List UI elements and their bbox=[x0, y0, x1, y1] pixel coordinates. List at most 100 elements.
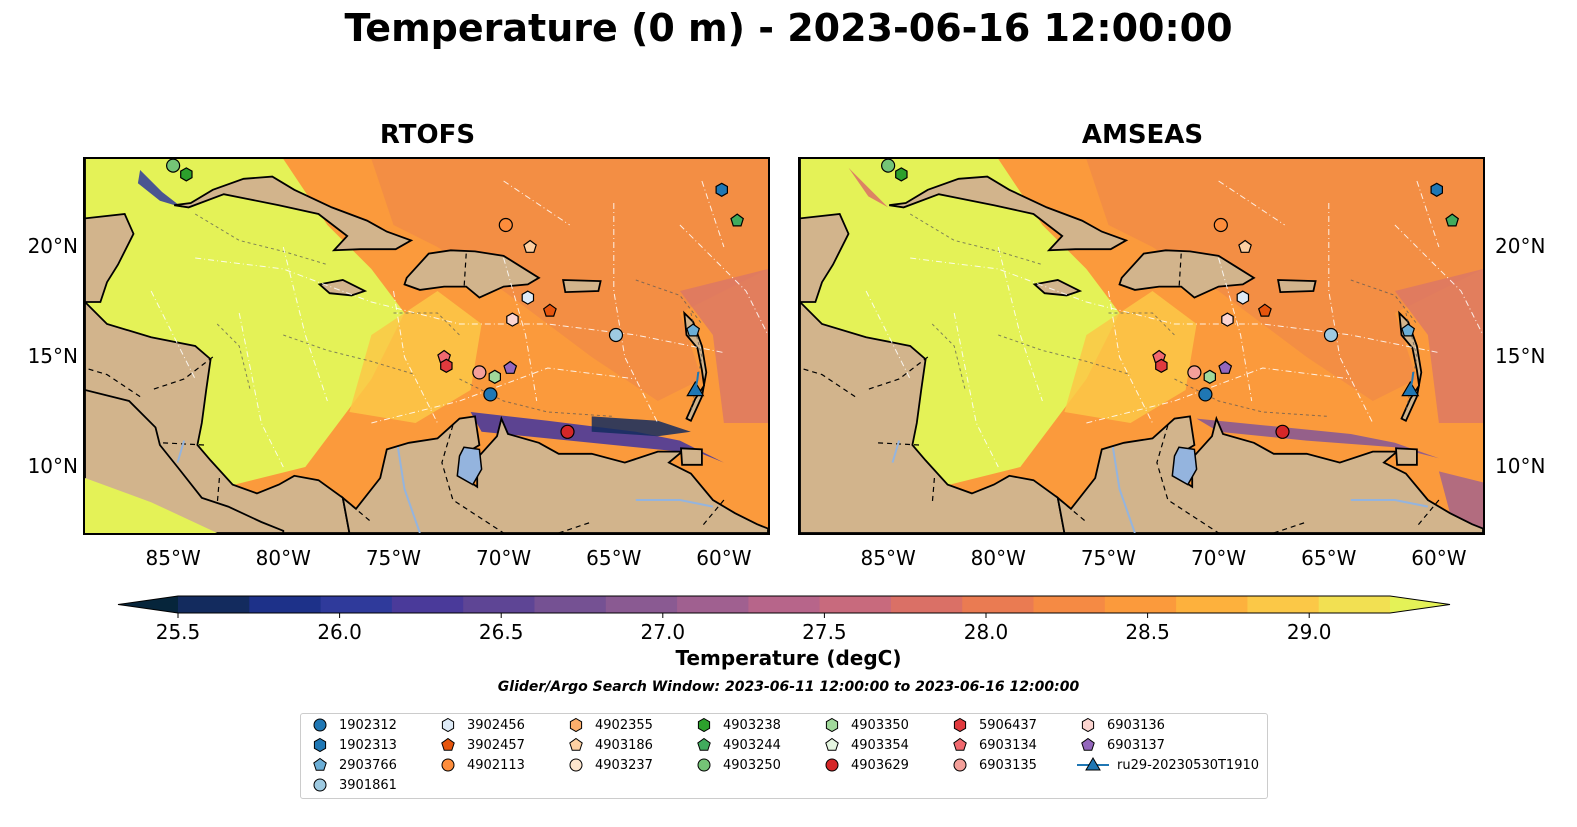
legend-marker-icon bbox=[313, 718, 327, 732]
legend-marker-icon bbox=[441, 758, 455, 772]
legend-label: 3902457 bbox=[467, 737, 525, 753]
land-hispaniola bbox=[403, 249, 541, 299]
lon-tick-label: 60°W bbox=[1411, 546, 1467, 570]
legend-item: 4903350 bbox=[821, 715, 909, 735]
legend-label: 2903766 bbox=[339, 757, 397, 773]
legend-label: 6903136 bbox=[1107, 717, 1165, 733]
legend-label: 4903244 bbox=[723, 737, 781, 753]
lat-tick-label: 20°N bbox=[1495, 234, 1546, 258]
argo-marker-4903629 bbox=[560, 424, 575, 439]
legend-item: 4902113 bbox=[437, 755, 525, 775]
legend-marker-icon bbox=[313, 757, 327, 771]
legend-marker-icon bbox=[569, 758, 583, 772]
legend-item: 6903136 bbox=[1077, 715, 1165, 735]
argo-marker-1902313 bbox=[1430, 182, 1444, 197]
map-panel-amseas bbox=[798, 157, 1485, 535]
legend-item: 4903237 bbox=[565, 755, 653, 775]
argo-marker-6903137 bbox=[503, 360, 518, 374]
legend-item: 4903250 bbox=[693, 755, 781, 775]
colorbar-segment bbox=[962, 596, 1035, 613]
colorbar-segment bbox=[1033, 596, 1106, 613]
argo-marker-4903238 bbox=[895, 167, 908, 182]
lon-tick-label: 70°W bbox=[475, 546, 532, 570]
argo-marker-4903186 bbox=[523, 239, 537, 253]
lat-tick-label: 15°N bbox=[27, 344, 78, 368]
argo-marker-4903186 bbox=[1238, 239, 1252, 253]
colorbar-tick-label: 25.5 bbox=[155, 620, 201, 644]
legend-label: 4902355 bbox=[595, 717, 653, 733]
map-panel-rtofs bbox=[83, 157, 770, 535]
argo-marker-4903238 bbox=[180, 167, 193, 182]
legend-label: 4903250 bbox=[723, 757, 781, 773]
colorbar-segment bbox=[463, 596, 536, 613]
colorbar-tick-label: 27.0 bbox=[640, 620, 686, 644]
legend-item: 4903354 bbox=[821, 735, 909, 755]
argo-marker-6903135 bbox=[472, 365, 487, 380]
legend-item: 6903137 bbox=[1077, 735, 1165, 755]
legend-marker-icon bbox=[313, 778, 327, 792]
colorbar-tick-label: 26.0 bbox=[317, 620, 362, 644]
argo-marker-2903766 bbox=[1401, 323, 1416, 337]
colorbar-segment bbox=[1247, 596, 1320, 613]
argo-marker-3901861 bbox=[1323, 327, 1339, 343]
argo-marker-3902457 bbox=[542, 303, 557, 317]
colorbar-segment bbox=[819, 596, 892, 613]
land-trinidad bbox=[680, 447, 703, 466]
land-puertoRico bbox=[1277, 279, 1317, 294]
legend-marker-icon bbox=[953, 717, 967, 733]
legend-label: 4902113 bbox=[467, 757, 525, 773]
legend-label: 6903137 bbox=[1107, 737, 1165, 753]
colorbar-tick-label: 28.5 bbox=[1125, 620, 1170, 644]
glider-track bbox=[1409, 371, 1415, 391]
argo-marker-1902312 bbox=[483, 387, 498, 402]
land-cuba bbox=[174, 175, 414, 252]
argo-marker-6903135 bbox=[1187, 365, 1202, 380]
argo-marker-4902113 bbox=[498, 217, 513, 233]
land-jamaica bbox=[317, 279, 368, 297]
colorbar-segment bbox=[890, 596, 963, 613]
colorbar-segment bbox=[748, 596, 821, 613]
argo-marker-5906437 bbox=[440, 358, 453, 373]
lon-tick-label: 80°W bbox=[255, 546, 311, 570]
legend-marker-icon bbox=[953, 758, 967, 772]
argo-marker-4903250 bbox=[166, 159, 181, 173]
legend-marker-icon bbox=[441, 737, 455, 751]
map-canvas bbox=[800, 159, 1483, 533]
legend-marker-icon bbox=[1081, 717, 1095, 733]
argo-marker-5906437 bbox=[1155, 358, 1168, 373]
legend-marker-icon bbox=[825, 737, 839, 751]
legend-marker-icon bbox=[697, 758, 711, 772]
legend-marker-icon bbox=[825, 758, 839, 772]
legend-label: 4903354 bbox=[851, 737, 909, 753]
argo-marker-3902456 bbox=[1236, 290, 1250, 305]
lon-tick-label: 85°W bbox=[145, 546, 201, 570]
land-trinidad bbox=[1395, 447, 1418, 466]
legend-marker-icon bbox=[697, 717, 711, 733]
platform-legend: 1902312 1902313 2903766 3901861 3902456 39024… bbox=[300, 713, 1268, 799]
argo-marker-1902313 bbox=[715, 182, 729, 197]
argo-marker-3902457 bbox=[1257, 303, 1272, 317]
lon-tick-label: 65°W bbox=[1301, 546, 1357, 570]
panel-title-amseas: AMSEAS bbox=[1081, 120, 1204, 150]
legend-item: 2903766 bbox=[309, 755, 397, 775]
lake-maracaibo bbox=[1171, 446, 1198, 486]
land-jamaica bbox=[1032, 279, 1083, 297]
colorbar-segment bbox=[605, 596, 678, 613]
legend-label: 4903629 bbox=[851, 757, 909, 773]
argo-marker-3901861 bbox=[608, 327, 624, 343]
lon-tick-label: 65°W bbox=[586, 546, 642, 570]
legend-item: 4903629 bbox=[821, 755, 909, 775]
legend-label: 4903350 bbox=[851, 717, 909, 733]
colorbar-segment bbox=[249, 596, 322, 613]
legend-marker-icon bbox=[441, 717, 455, 733]
lat-tick-label: 10°N bbox=[1495, 454, 1546, 478]
land-yucatan bbox=[800, 213, 850, 303]
lon-tick-label: 60°W bbox=[696, 546, 752, 570]
colorbar-segment bbox=[391, 596, 464, 613]
legend-marker-icon bbox=[1077, 757, 1109, 771]
land-yucatan bbox=[85, 213, 135, 303]
argo-marker-4903244 bbox=[1445, 213, 1460, 227]
lon-tick-label: 75°W bbox=[365, 546, 422, 570]
colorbar-tick-label: 27.5 bbox=[802, 620, 847, 644]
legend-marker-icon bbox=[569, 717, 583, 733]
